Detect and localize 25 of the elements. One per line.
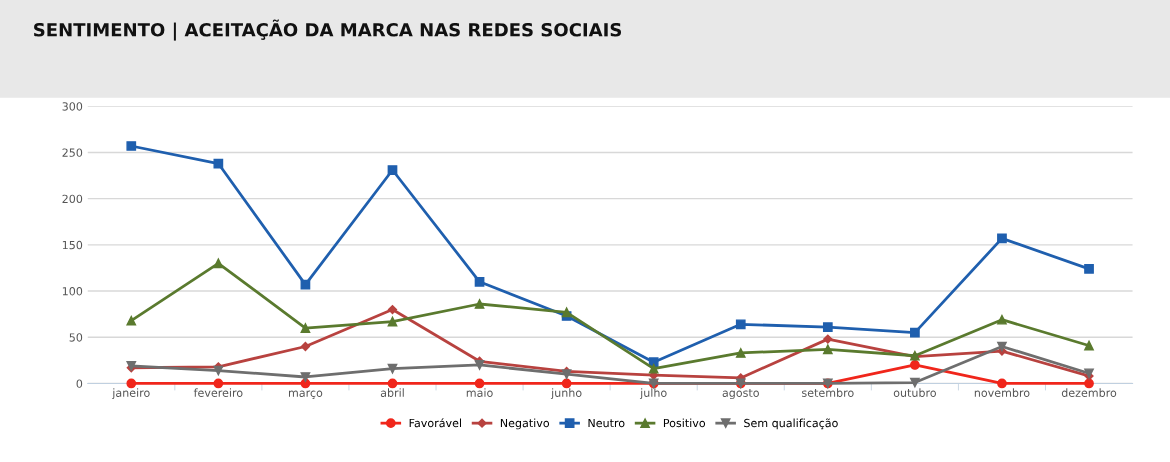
x-tick-label: agosto: [722, 388, 759, 400]
x-tick-label: abril: [380, 388, 404, 397]
y-tick-label: 100: [62, 287, 83, 296]
chart-title: SENTIMENTO | ACEITAÇÃO DA MARCA NAS REDES SOCIAIS: [34, 19, 622, 41]
x-tick-label: janeiro: [112, 388, 150, 400]
legend-label: Neutro: [588, 418, 625, 428]
y-tick-label: 50: [69, 333, 83, 342]
legend-label: Positivo: [663, 418, 706, 428]
y-tick-label: 300: [62, 102, 83, 111]
x-tick-label: março: [289, 390, 323, 399]
legend-label: Sem qualificação: [744, 418, 838, 430]
y-tick-label: 0: [76, 379, 83, 388]
x-tick-label: dezembro: [1061, 388, 1117, 397]
x-tick-label: novembro: [974, 388, 1030, 397]
x-tick-label: julho: [639, 388, 667, 400]
legend-label: Favorável: [409, 418, 461, 428]
x-tick-label: junho: [550, 388, 582, 400]
x-tick-label: setembro: [802, 388, 854, 397]
y-tick-label: 200: [62, 194, 83, 204]
y-tick-label: 150: [62, 240, 83, 250]
x-tick-label: outubro: [893, 388, 936, 397]
x-tick-label: fevereiro: [193, 388, 243, 397]
x-tick-label: maio: [466, 388, 493, 397]
y-tick-label: 250: [62, 148, 83, 157]
legend-label: Negativo: [500, 418, 550, 430]
